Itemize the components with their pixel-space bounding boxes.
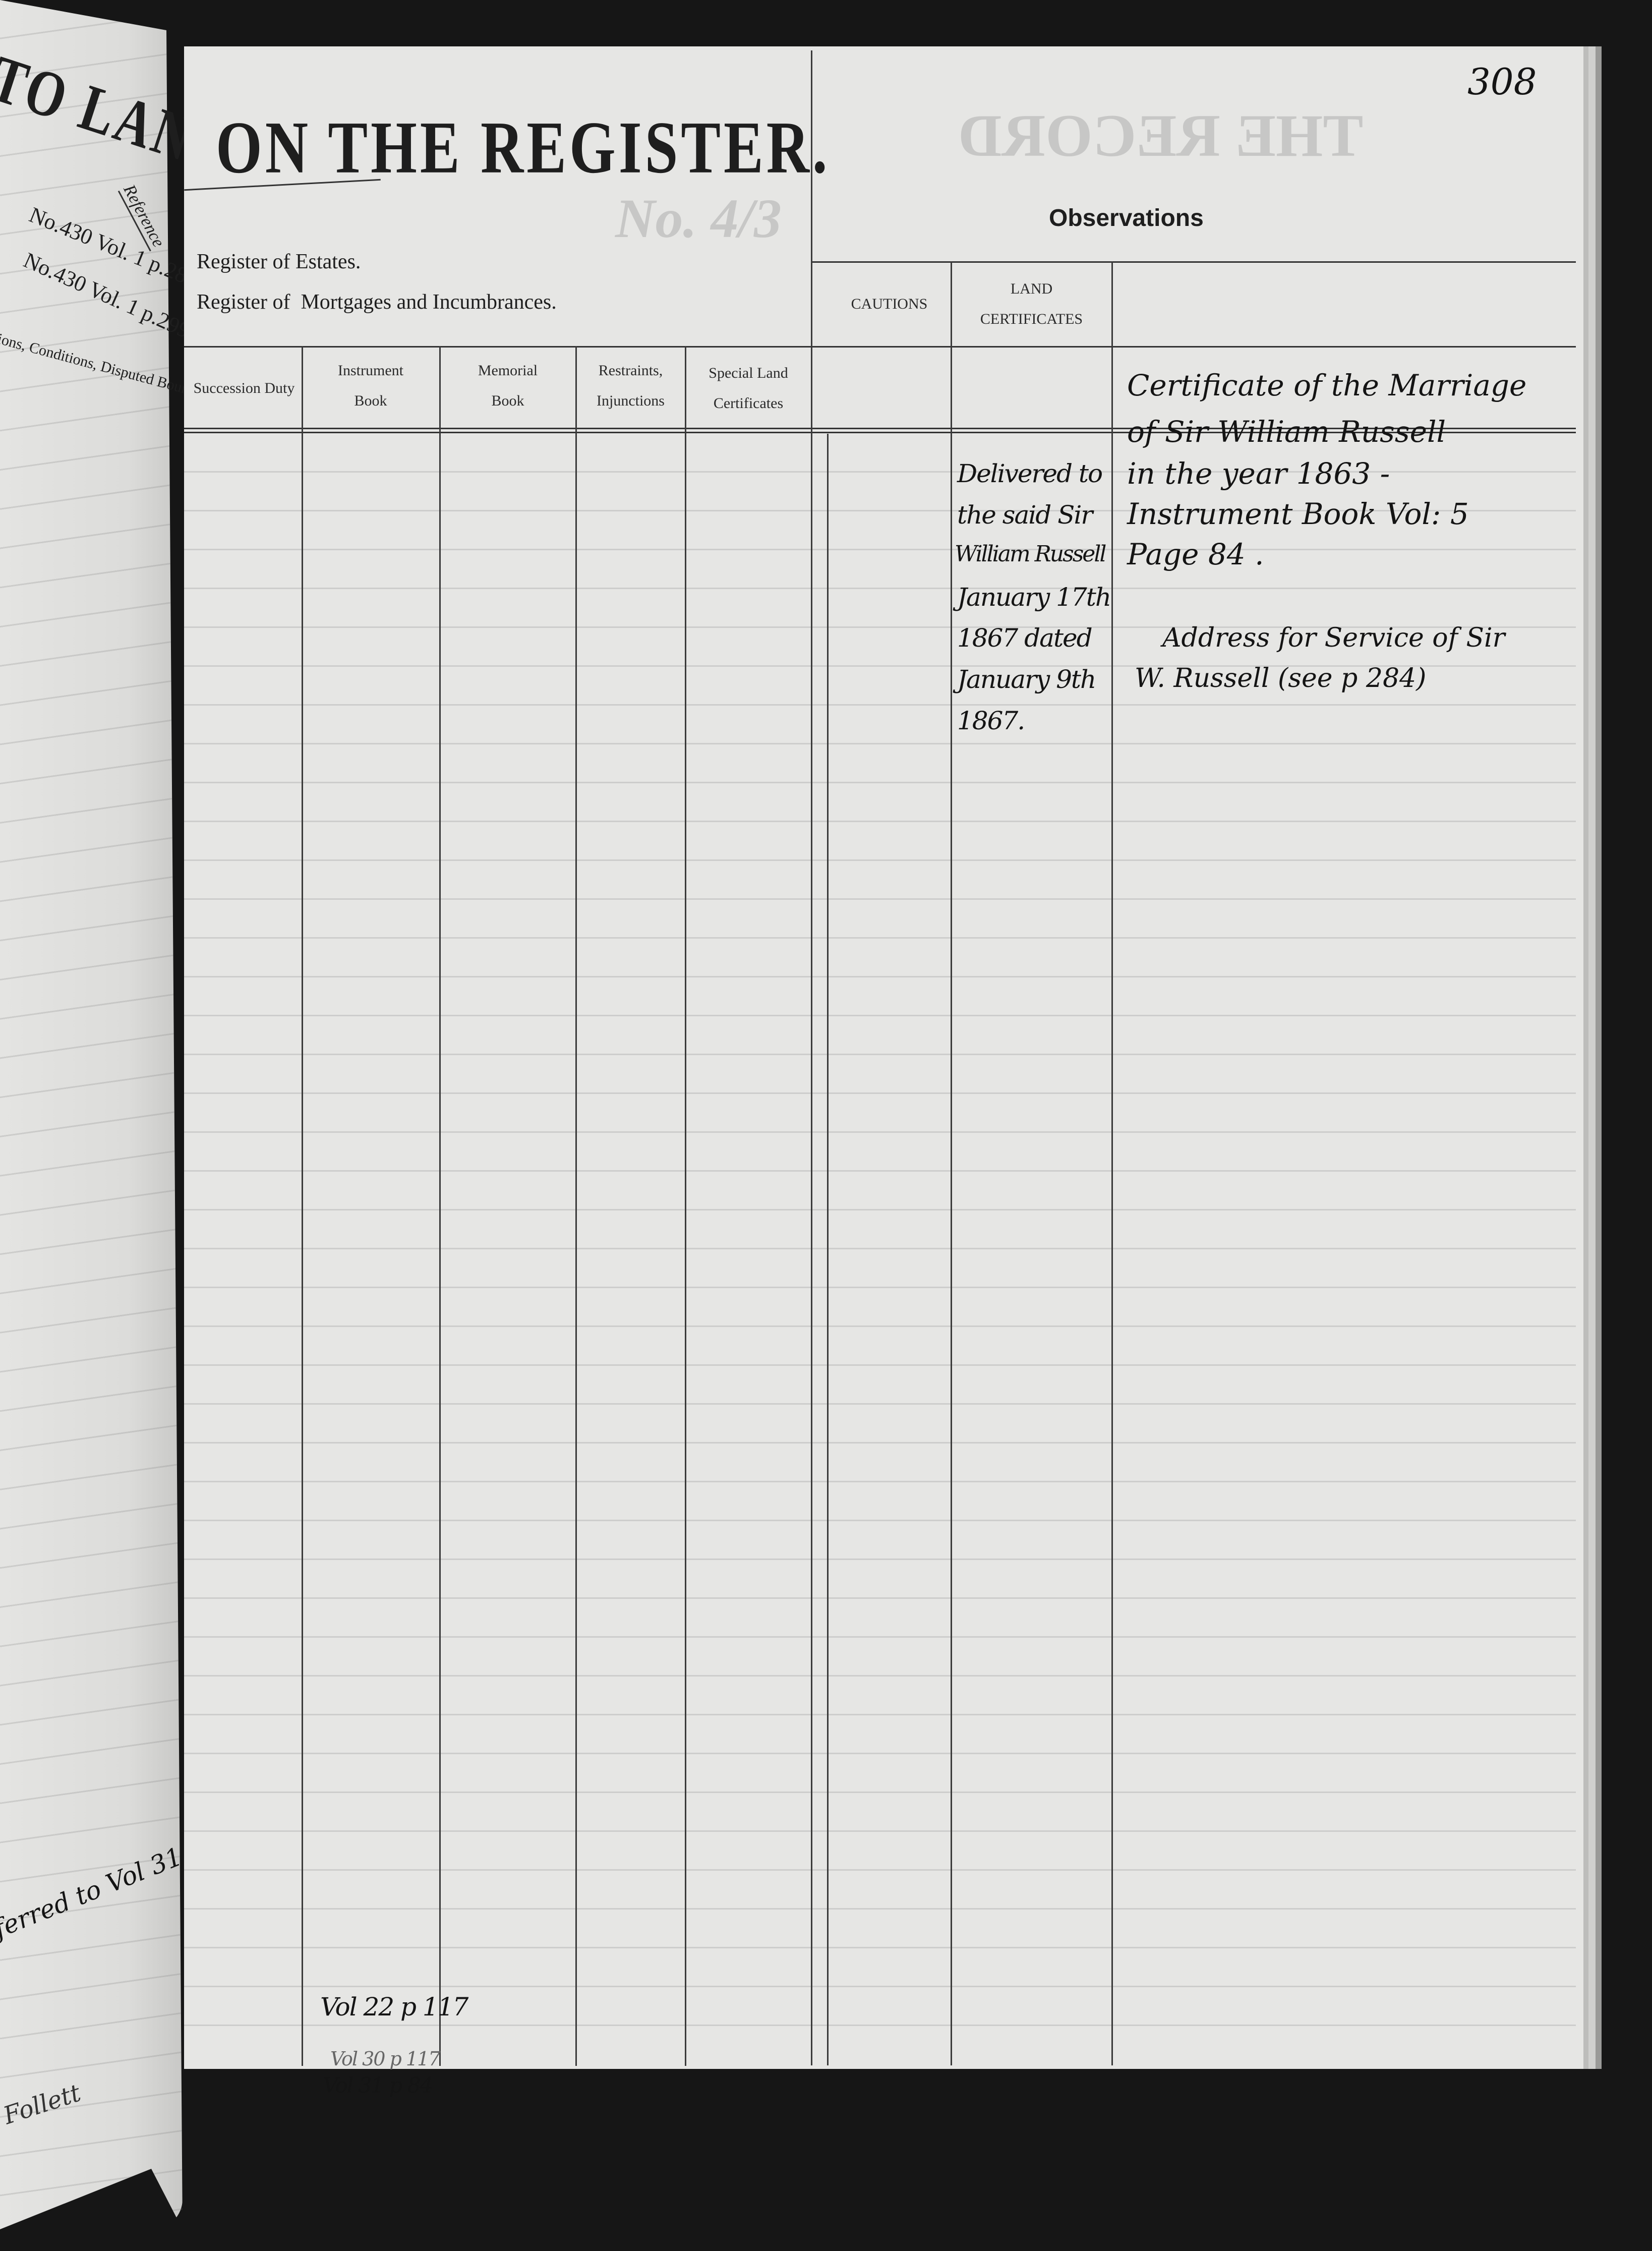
register-mortgages-label: Register of Mortgages and Incumbrances. [197,291,557,314]
observations-label: Observations [1049,205,1204,232]
column-header-text: Succession Duty [193,380,295,396]
column-header-text: Restraints, [598,362,663,379]
column-header-text: Memorial [478,362,538,379]
land-cert-line: January 17th [957,583,1111,612]
column-header-text: Special Land [709,365,788,381]
column-divider [827,434,829,2065]
header-bottom-rule-2 [184,432,1576,433]
column-header-text: LAND [1010,280,1053,297]
column-header-instrument-book: Instrument Book [303,356,439,416]
right-page [184,46,1588,2069]
column-header-succession-duty: Succession Duty [187,373,302,403]
ruled-lines [184,434,1576,2063]
column-header-cautions: CAUTIONS [828,289,951,319]
column-header-text: CERTIFICATES [980,311,1083,327]
left-page [0,0,183,2229]
column-header-memorial-book: Memorial Book [440,356,575,416]
bleed-through-title: THE RECORD [958,102,1364,169]
observation-line: in the year 1863 - [1127,456,1390,491]
land-cert-line: the said Sir [957,500,1093,530]
column-header-text: Book [354,392,387,409]
page-title: ON THE REGISTER. [216,106,831,189]
column-header-text: CAUTIONS [851,296,928,312]
header-bottom-rule [184,428,1576,429]
observation-line: Page 84 . [1127,537,1264,571]
instrument-book-note: Vol 22 p 117 [320,1992,468,2022]
observation-line: Instrument Book Vol: 5 [1127,497,1469,531]
column-divider [685,346,686,2066]
address-line: Address for Service of Sir [1162,623,1505,653]
land-cert-line: William Russell [955,541,1106,567]
column-header-restraints: Restraints, Injunctions [576,356,685,416]
column-header-text: Instrument [338,362,403,379]
column-divider [951,261,952,2065]
column-header-special-land-certificates: Special Land Certificates [686,358,811,419]
observations-rule [812,261,1576,263]
column-header-text: Certificates [713,395,784,412]
header-top-rule [184,346,1576,348]
column-divider [1111,261,1113,2065]
column-divider [811,50,812,2065]
column-header-land-certificates: LAND CERTIFICATES [952,274,1111,334]
register-estates-label: Register of Estates. [197,250,361,273]
land-cert-line: 1867 dated [957,623,1093,653]
column-divider [302,346,303,2066]
land-cert-line: 1867. [957,706,1025,735]
instrument-book-note: Vol 31 p 84 [323,2073,433,2098]
column-divider [575,346,577,2066]
column-header-text: Book [491,392,524,409]
instrument-book-note: Vol 30 p 117 [330,2048,440,2070]
land-cert-line: January 9th [957,665,1096,694]
observation-line: of Sir William Russell [1127,415,1446,449]
column-header-text: Injunctions [597,392,665,409]
address-line: W. Russell (see p 284) [1135,663,1427,694]
land-cert-line: Delivered to [957,459,1103,488]
bleed-through-number: No. 4/3 [615,188,782,249]
page-number: 308 [1467,61,1537,103]
column-divider [439,346,441,2066]
observation-line: Certificate of the Marriage [1127,368,1527,402]
